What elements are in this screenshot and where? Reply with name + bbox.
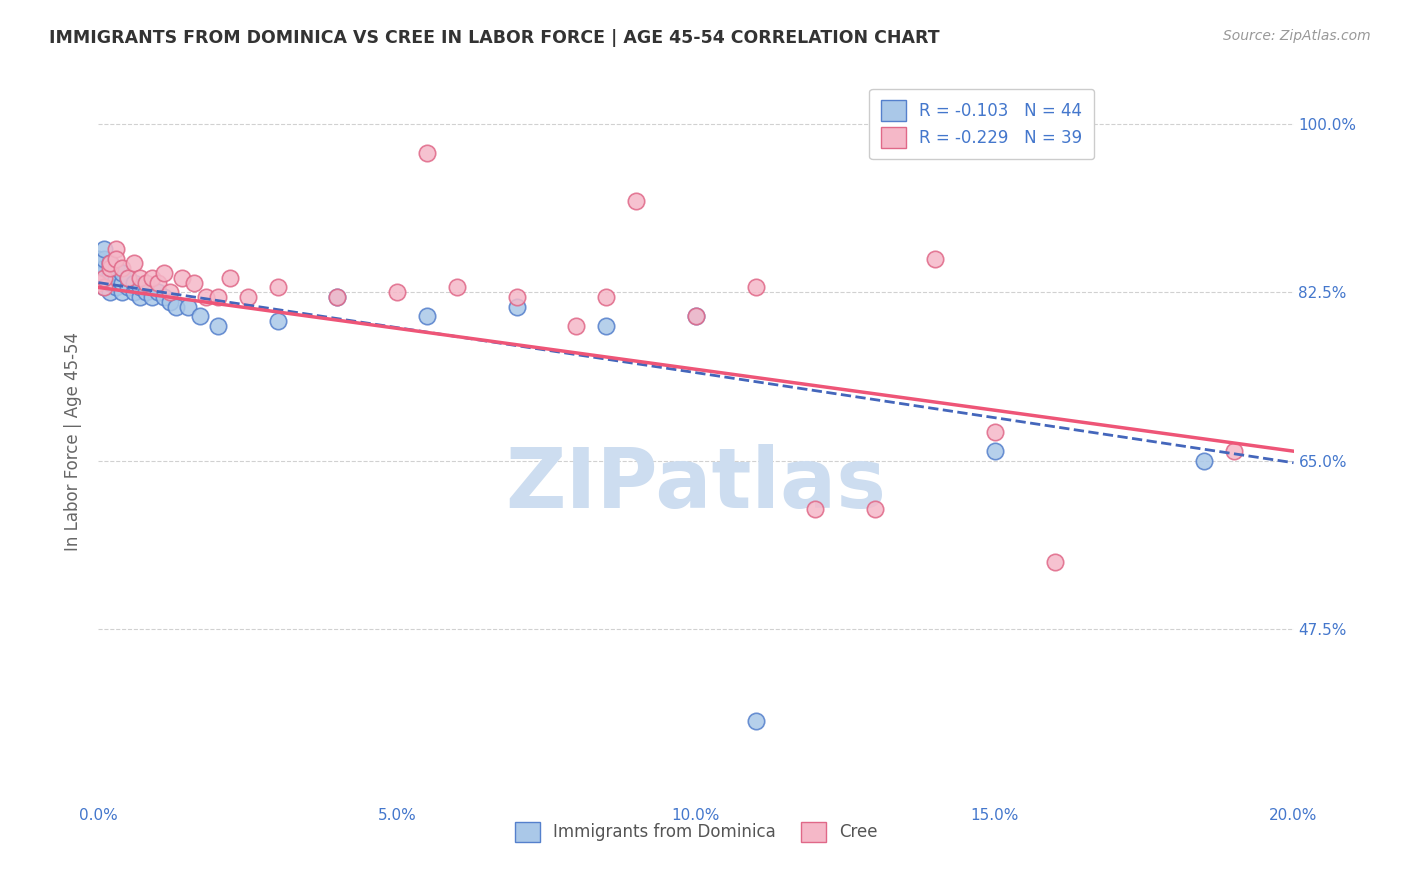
Point	[98, 261, 122, 276]
Point	[506, 290, 529, 304]
Point	[111, 261, 134, 276]
Point	[685, 310, 707, 324]
Point	[506, 300, 529, 314]
Point	[416, 310, 439, 324]
Point	[105, 270, 128, 285]
Text: IMMIGRANTS FROM DOMINICA VS CREE IN LABOR FORCE | AGE 45-54 CORRELATION CHART: IMMIGRANTS FROM DOMINICA VS CREE IN LABO…	[49, 29, 939, 46]
Point	[159, 294, 181, 309]
Point	[87, 270, 110, 285]
Point	[93, 280, 115, 294]
Point	[385, 285, 409, 300]
Point	[141, 270, 163, 285]
Point	[745, 280, 768, 294]
Point	[111, 266, 134, 280]
Point	[195, 290, 218, 304]
Point	[98, 285, 122, 300]
Point	[207, 290, 229, 304]
Point	[219, 270, 242, 285]
Point	[105, 242, 128, 256]
Point	[984, 425, 1007, 439]
Text: ZIPatlas: ZIPatlas	[506, 444, 886, 525]
Point	[87, 266, 110, 280]
Point	[924, 252, 946, 266]
Point	[98, 256, 122, 270]
Point	[135, 276, 157, 290]
Point	[1192, 454, 1215, 468]
Text: Source: ZipAtlas.com: Source: ZipAtlas.com	[1223, 29, 1371, 43]
Point	[111, 276, 134, 290]
Point	[595, 318, 617, 333]
Point	[93, 252, 115, 266]
Point	[129, 270, 152, 285]
Point	[326, 290, 349, 304]
Point	[1043, 555, 1066, 569]
Point	[172, 270, 194, 285]
Point	[93, 261, 115, 276]
Point	[93, 242, 115, 256]
Point	[148, 276, 170, 290]
Point	[87, 256, 110, 270]
Point	[446, 280, 468, 294]
Point	[124, 276, 146, 290]
Point	[141, 290, 163, 304]
Point	[129, 290, 152, 304]
Point	[595, 290, 617, 304]
Point	[177, 300, 200, 314]
Point	[267, 314, 290, 328]
Point	[124, 285, 146, 300]
Point	[148, 285, 170, 300]
Point	[626, 194, 648, 208]
Point	[159, 285, 181, 300]
Point	[117, 280, 139, 294]
Point	[98, 256, 122, 270]
Point	[188, 310, 211, 324]
Point	[207, 318, 229, 333]
Point	[105, 252, 128, 266]
Point	[117, 270, 139, 285]
Point	[105, 280, 128, 294]
Point	[105, 261, 128, 276]
Point	[135, 285, 157, 300]
Point	[416, 145, 439, 160]
Point	[87, 276, 110, 290]
Point	[865, 502, 887, 516]
Point	[117, 270, 139, 285]
Point	[685, 310, 707, 324]
Point	[804, 502, 827, 516]
Point	[87, 276, 110, 290]
Point	[1223, 444, 1246, 458]
Point	[93, 280, 115, 294]
Point	[183, 276, 205, 290]
Point	[984, 444, 1007, 458]
Point	[565, 318, 588, 333]
Point	[93, 270, 115, 285]
Point	[165, 300, 187, 314]
Point	[745, 714, 768, 728]
Point	[87, 252, 110, 266]
Point	[153, 266, 176, 280]
Point	[98, 266, 122, 280]
Point	[153, 290, 176, 304]
Point	[326, 290, 349, 304]
Point	[98, 276, 122, 290]
Point	[267, 280, 290, 294]
Legend: Immigrants from Dominica, Cree: Immigrants from Dominica, Cree	[508, 815, 884, 848]
Y-axis label: In Labor Force | Age 45-54: In Labor Force | Age 45-54	[63, 332, 82, 551]
Point	[93, 270, 115, 285]
Point	[124, 256, 146, 270]
Point	[236, 290, 259, 304]
Point	[111, 285, 134, 300]
Point	[129, 280, 152, 294]
